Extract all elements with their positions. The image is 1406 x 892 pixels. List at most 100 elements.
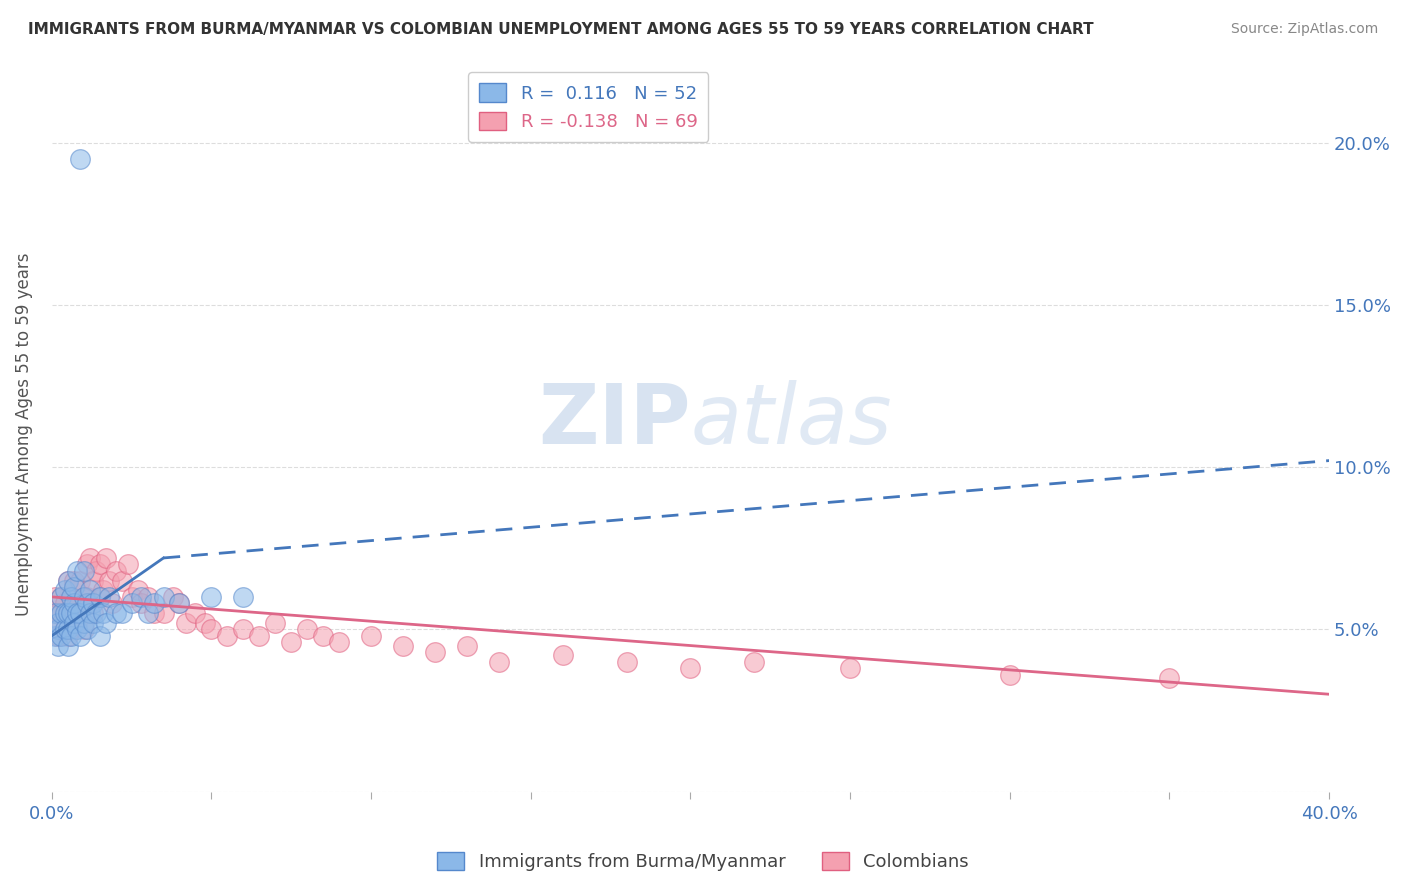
Point <box>73 623 96 637</box>
Point <box>56 623 79 637</box>
Point <box>79 583 101 598</box>
Point <box>69 152 91 166</box>
Point <box>53 606 76 620</box>
Point <box>82 606 104 620</box>
Point <box>82 615 104 630</box>
Point <box>360 629 382 643</box>
Point <box>46 623 69 637</box>
Point <box>63 596 86 610</box>
Point <box>69 606 91 620</box>
Point <box>59 629 82 643</box>
Point <box>59 623 82 637</box>
Point <box>89 558 111 572</box>
Point <box>89 629 111 643</box>
Point <box>56 574 79 588</box>
Point <box>998 667 1021 681</box>
Point <box>104 564 127 578</box>
Point <box>136 606 159 620</box>
Point <box>152 606 174 620</box>
Point <box>46 606 69 620</box>
Point <box>297 623 319 637</box>
Text: IMMIGRANTS FROM BURMA/MYANMAR VS COLOMBIAN UNEMPLOYMENT AMONG AGES 55 TO 59 YEAR: IMMIGRANTS FROM BURMA/MYANMAR VS COLOMBI… <box>28 22 1094 37</box>
Point <box>488 655 510 669</box>
Point <box>66 564 89 578</box>
Point <box>194 615 217 630</box>
Point <box>280 635 302 649</box>
Point <box>59 590 82 604</box>
Point <box>1159 671 1181 685</box>
Point <box>312 629 335 643</box>
Point <box>152 590 174 604</box>
Point <box>56 574 79 588</box>
Point <box>79 596 101 610</box>
Point <box>56 639 79 653</box>
Point <box>200 590 222 604</box>
Point <box>44 606 66 620</box>
Point <box>169 596 191 610</box>
Point <box>91 606 114 620</box>
Point <box>94 615 117 630</box>
Point <box>86 606 108 620</box>
Point <box>44 629 66 643</box>
Text: Source: ZipAtlas.com: Source: ZipAtlas.com <box>1230 22 1378 37</box>
Point <box>76 623 98 637</box>
Point <box>51 606 73 620</box>
Point <box>66 623 89 637</box>
Point <box>76 596 98 610</box>
Point <box>129 596 152 610</box>
Point <box>53 623 76 637</box>
Point <box>91 583 114 598</box>
Point <box>89 590 111 604</box>
Point <box>46 615 69 630</box>
Point <box>839 661 862 675</box>
Point <box>53 596 76 610</box>
Point <box>76 558 98 572</box>
Point <box>456 639 478 653</box>
Point <box>82 596 104 610</box>
Point <box>51 590 73 604</box>
Point <box>79 606 101 620</box>
Point <box>169 596 191 610</box>
Text: ZIP: ZIP <box>538 380 690 461</box>
Point <box>616 655 638 669</box>
Point <box>63 574 86 588</box>
Point <box>174 615 197 630</box>
Point <box>742 655 765 669</box>
Point <box>59 606 82 620</box>
Point <box>89 590 111 604</box>
Point <box>73 590 96 604</box>
Point <box>392 639 415 653</box>
Point <box>86 564 108 578</box>
Point <box>56 606 79 620</box>
Point <box>79 551 101 566</box>
Point <box>73 615 96 630</box>
Point <box>63 606 86 620</box>
Point <box>111 574 134 588</box>
Legend: R =  0.116   N = 52, R = -0.138   N = 69: R = 0.116 N = 52, R = -0.138 N = 69 <box>468 72 709 142</box>
Point <box>121 590 143 604</box>
Point <box>264 615 287 630</box>
Point <box>69 629 91 643</box>
Point <box>679 661 702 675</box>
Point <box>104 606 127 620</box>
Point <box>46 629 69 643</box>
Point <box>44 590 66 604</box>
Point <box>423 645 446 659</box>
Point <box>217 629 239 643</box>
Point <box>82 574 104 588</box>
Point <box>56 629 79 643</box>
Point <box>136 590 159 604</box>
Point <box>59 590 82 604</box>
Point <box>98 590 121 604</box>
Point <box>232 590 254 604</box>
Point <box>117 558 139 572</box>
Point <box>200 623 222 637</box>
Point <box>63 580 86 594</box>
Y-axis label: Unemployment Among Ages 55 to 59 years: Unemployment Among Ages 55 to 59 years <box>15 253 32 616</box>
Point <box>142 606 165 620</box>
Point <box>69 574 91 588</box>
Point <box>53 623 76 637</box>
Point <box>111 606 134 620</box>
Text: atlas: atlas <box>690 380 891 461</box>
Point <box>98 574 121 588</box>
